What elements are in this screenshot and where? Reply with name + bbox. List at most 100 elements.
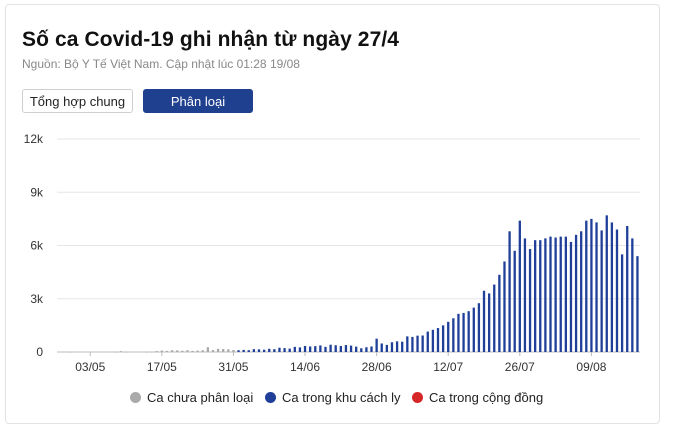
bar-segment-quarantine <box>447 321 450 352</box>
bar-segment-quarantine <box>631 238 634 352</box>
bar-segment-quarantine <box>482 290 486 352</box>
x-tick-label: 09/08 <box>576 360 606 374</box>
bar-segment-quarantine <box>528 249 532 352</box>
tab-classification[interactable]: Phân loại <box>143 89 253 113</box>
bar-segment-unclassified <box>119 351 123 352</box>
bar-segment-quarantine <box>452 318 455 352</box>
legend-label-unclassified: Ca chưa phân loại <box>147 390 254 405</box>
bar-segment-quarantine <box>380 343 383 352</box>
bar-segment-quarantine <box>308 346 312 352</box>
bar-segment-unclassified <box>211 350 215 352</box>
chart-source-subtitle: Nguồn: Bộ Y Tế Việt Nam. Cập nhật lúc 01… <box>22 57 300 71</box>
bar-segment-unclassified <box>232 350 235 352</box>
bar-segment-unclassified <box>160 350 163 352</box>
bar-segment-quarantine <box>441 325 445 352</box>
bar-segment-quarantine <box>339 345 342 352</box>
bar-segment-quarantine <box>334 345 337 352</box>
bar-segment-unclassified <box>124 351 128 353</box>
bar-segment-quarantine <box>319 345 322 352</box>
legend-swatch-blue <box>265 392 276 403</box>
bar-segment-quarantine <box>457 313 460 352</box>
x-tick-label: 28/06 <box>362 360 392 374</box>
bar-segment-unclassified <box>155 351 158 352</box>
bar-segment-quarantine <box>273 349 276 352</box>
legend-item-quarantine[interactable]: Ca trong khu cách ly <box>265 390 401 405</box>
bar-segment-quarantine <box>549 236 552 352</box>
bar-segment-quarantine <box>411 336 414 352</box>
bar-segment-quarantine <box>349 345 353 352</box>
bar-segment-unclassified <box>201 350 204 352</box>
bar-segment-quarantine <box>436 328 440 352</box>
legend-swatch-gray <box>130 392 141 403</box>
bar-segment-quarantine <box>283 348 286 352</box>
bar-segment-quarantine <box>298 347 302 352</box>
bar-segment-quarantine <box>518 220 521 352</box>
bar-segment-quarantine <box>503 261 506 352</box>
bar-segment-unclassified <box>181 350 184 352</box>
bar-segment-unclassified <box>191 350 194 352</box>
bar-segment-quarantine <box>355 346 358 352</box>
bar-segment-quarantine <box>534 240 537 352</box>
legend-swatch-red <box>412 392 423 403</box>
bar-segment-quarantine <box>314 346 317 352</box>
y-tick-label: 0 <box>36 345 43 359</box>
bar-segment-quarantine <box>600 230 603 352</box>
y-tick-label: 12k <box>24 132 44 146</box>
bar-segment-quarantine <box>401 341 404 352</box>
bar-segment-quarantine <box>595 222 598 352</box>
x-tick-label: 03/05 <box>75 360 105 374</box>
bar-segment-quarantine <box>605 215 608 352</box>
legend-item-unclassified[interactable]: Ca chưa phân loại <box>130 390 253 405</box>
bar-segment-quarantine <box>329 344 332 352</box>
bar-segment-quarantine <box>544 238 547 352</box>
legend-item-community[interactable]: Ca trong cộng đồng <box>412 390 543 405</box>
bar-segment-unclassified <box>216 348 220 352</box>
bar-segment-quarantine <box>365 347 368 352</box>
bar-segment-quarantine <box>590 218 593 352</box>
bar-segment-quarantine <box>370 346 373 352</box>
bar-segment-quarantine <box>626 225 629 352</box>
x-tick-label: 17/05 <box>147 360 177 374</box>
bar-segment-quarantine <box>610 222 614 352</box>
bar-segment-quarantine <box>574 234 578 352</box>
bar-segment-quarantine <box>360 348 363 352</box>
bar-segment-unclassified <box>196 350 199 352</box>
bar-segment-quarantine <box>395 341 399 352</box>
bar-segment-unclassified <box>170 350 174 352</box>
bar-segment-quarantine <box>564 236 567 352</box>
x-tick-label: 12/07 <box>433 360 463 374</box>
bar-segment-quarantine <box>385 344 389 352</box>
bar-segment-quarantine <box>268 348 271 352</box>
x-tick-label: 26/07 <box>505 360 535 374</box>
bar-segment-quarantine <box>421 335 424 352</box>
bar-segment-quarantine <box>344 345 348 352</box>
bar-segment-quarantine <box>278 347 281 352</box>
bar-segment-unclassified <box>114 351 117 353</box>
bar-segment-quarantine <box>508 231 511 352</box>
bar-segment-quarantine <box>559 236 562 352</box>
bar-segment-unclassified <box>227 349 230 352</box>
bar-segment-quarantine <box>462 312 465 352</box>
bar-segment-quarantine <box>467 311 470 352</box>
bar-segment-unclassified <box>206 347 210 352</box>
bar-segment-quarantine <box>523 238 527 352</box>
bar-segment-quarantine <box>620 254 624 352</box>
bar-segment-unclassified <box>68 351 71 353</box>
bar-segment-quarantine <box>262 349 266 352</box>
bar-segment-quarantine <box>513 250 516 352</box>
bar-segment-quarantine <box>580 231 583 352</box>
bar-segment-quarantine <box>569 241 573 352</box>
bar-segment-quarantine <box>477 303 481 352</box>
bar-segment-quarantine <box>585 220 588 352</box>
bar-segment-quarantine <box>288 348 291 352</box>
bar-segment-unclassified <box>186 350 189 352</box>
bar-segment-quarantine <box>257 349 261 352</box>
bar-segment-quarantine <box>487 293 491 352</box>
legend-label-community: Ca trong cộng đồng <box>429 390 544 405</box>
chart-card <box>5 4 660 424</box>
legend-label-quarantine: Ca trong khu cách ly <box>282 390 401 405</box>
bar-segment-unclassified <box>165 350 169 352</box>
bar-segment-quarantine <box>539 240 542 352</box>
chart-title: Số ca Covid-19 ghi nhận từ ngày 27/4 <box>22 28 400 51</box>
tab-overview[interactable]: Tổng hợp chung <box>22 89 133 113</box>
